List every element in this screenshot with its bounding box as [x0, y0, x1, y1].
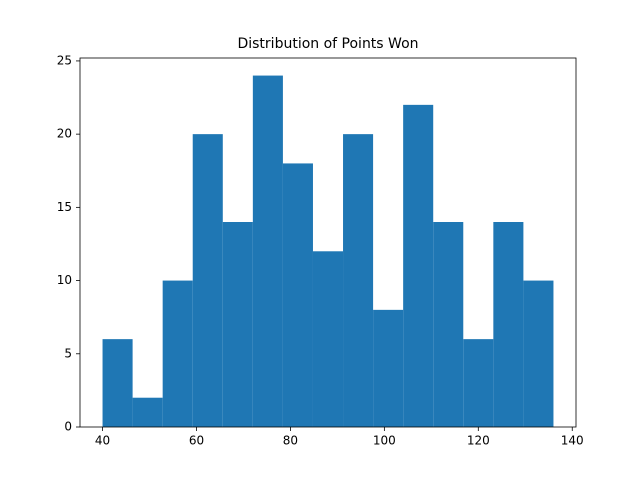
bar: [312, 251, 344, 427]
y-tick-label: 20: [57, 127, 72, 141]
bar: [162, 280, 193, 427]
bar: [343, 134, 374, 427]
x-tick-label: 40: [95, 434, 110, 448]
bar: [523, 280, 554, 427]
bar: [132, 397, 163, 427]
y-tick-label: 10: [57, 273, 72, 287]
bar: [192, 134, 223, 427]
bar: [433, 222, 464, 427]
bar: [403, 104, 434, 427]
bar: [373, 309, 404, 427]
x-tick-label: 100: [373, 434, 396, 448]
x-tick-label: 60: [189, 434, 204, 448]
y-tick-label: 0: [64, 420, 72, 434]
x-tick-label: 140: [561, 434, 584, 448]
y-tick-label: 15: [57, 200, 72, 214]
bar: [493, 222, 524, 427]
y-tick-label: 5: [64, 346, 72, 360]
y-tick-label: 25: [57, 53, 72, 67]
chart-title: Distribution of Points Won: [237, 36, 418, 52]
bar: [102, 339, 133, 427]
x-tick-label: 80: [283, 434, 298, 448]
bar: [282, 163, 313, 427]
plot-frame: [79, 57, 577, 428]
bar: [252, 75, 283, 428]
bar: [463, 339, 494, 427]
x-tick-label: 120: [467, 434, 490, 448]
bar: [222, 222, 253, 427]
